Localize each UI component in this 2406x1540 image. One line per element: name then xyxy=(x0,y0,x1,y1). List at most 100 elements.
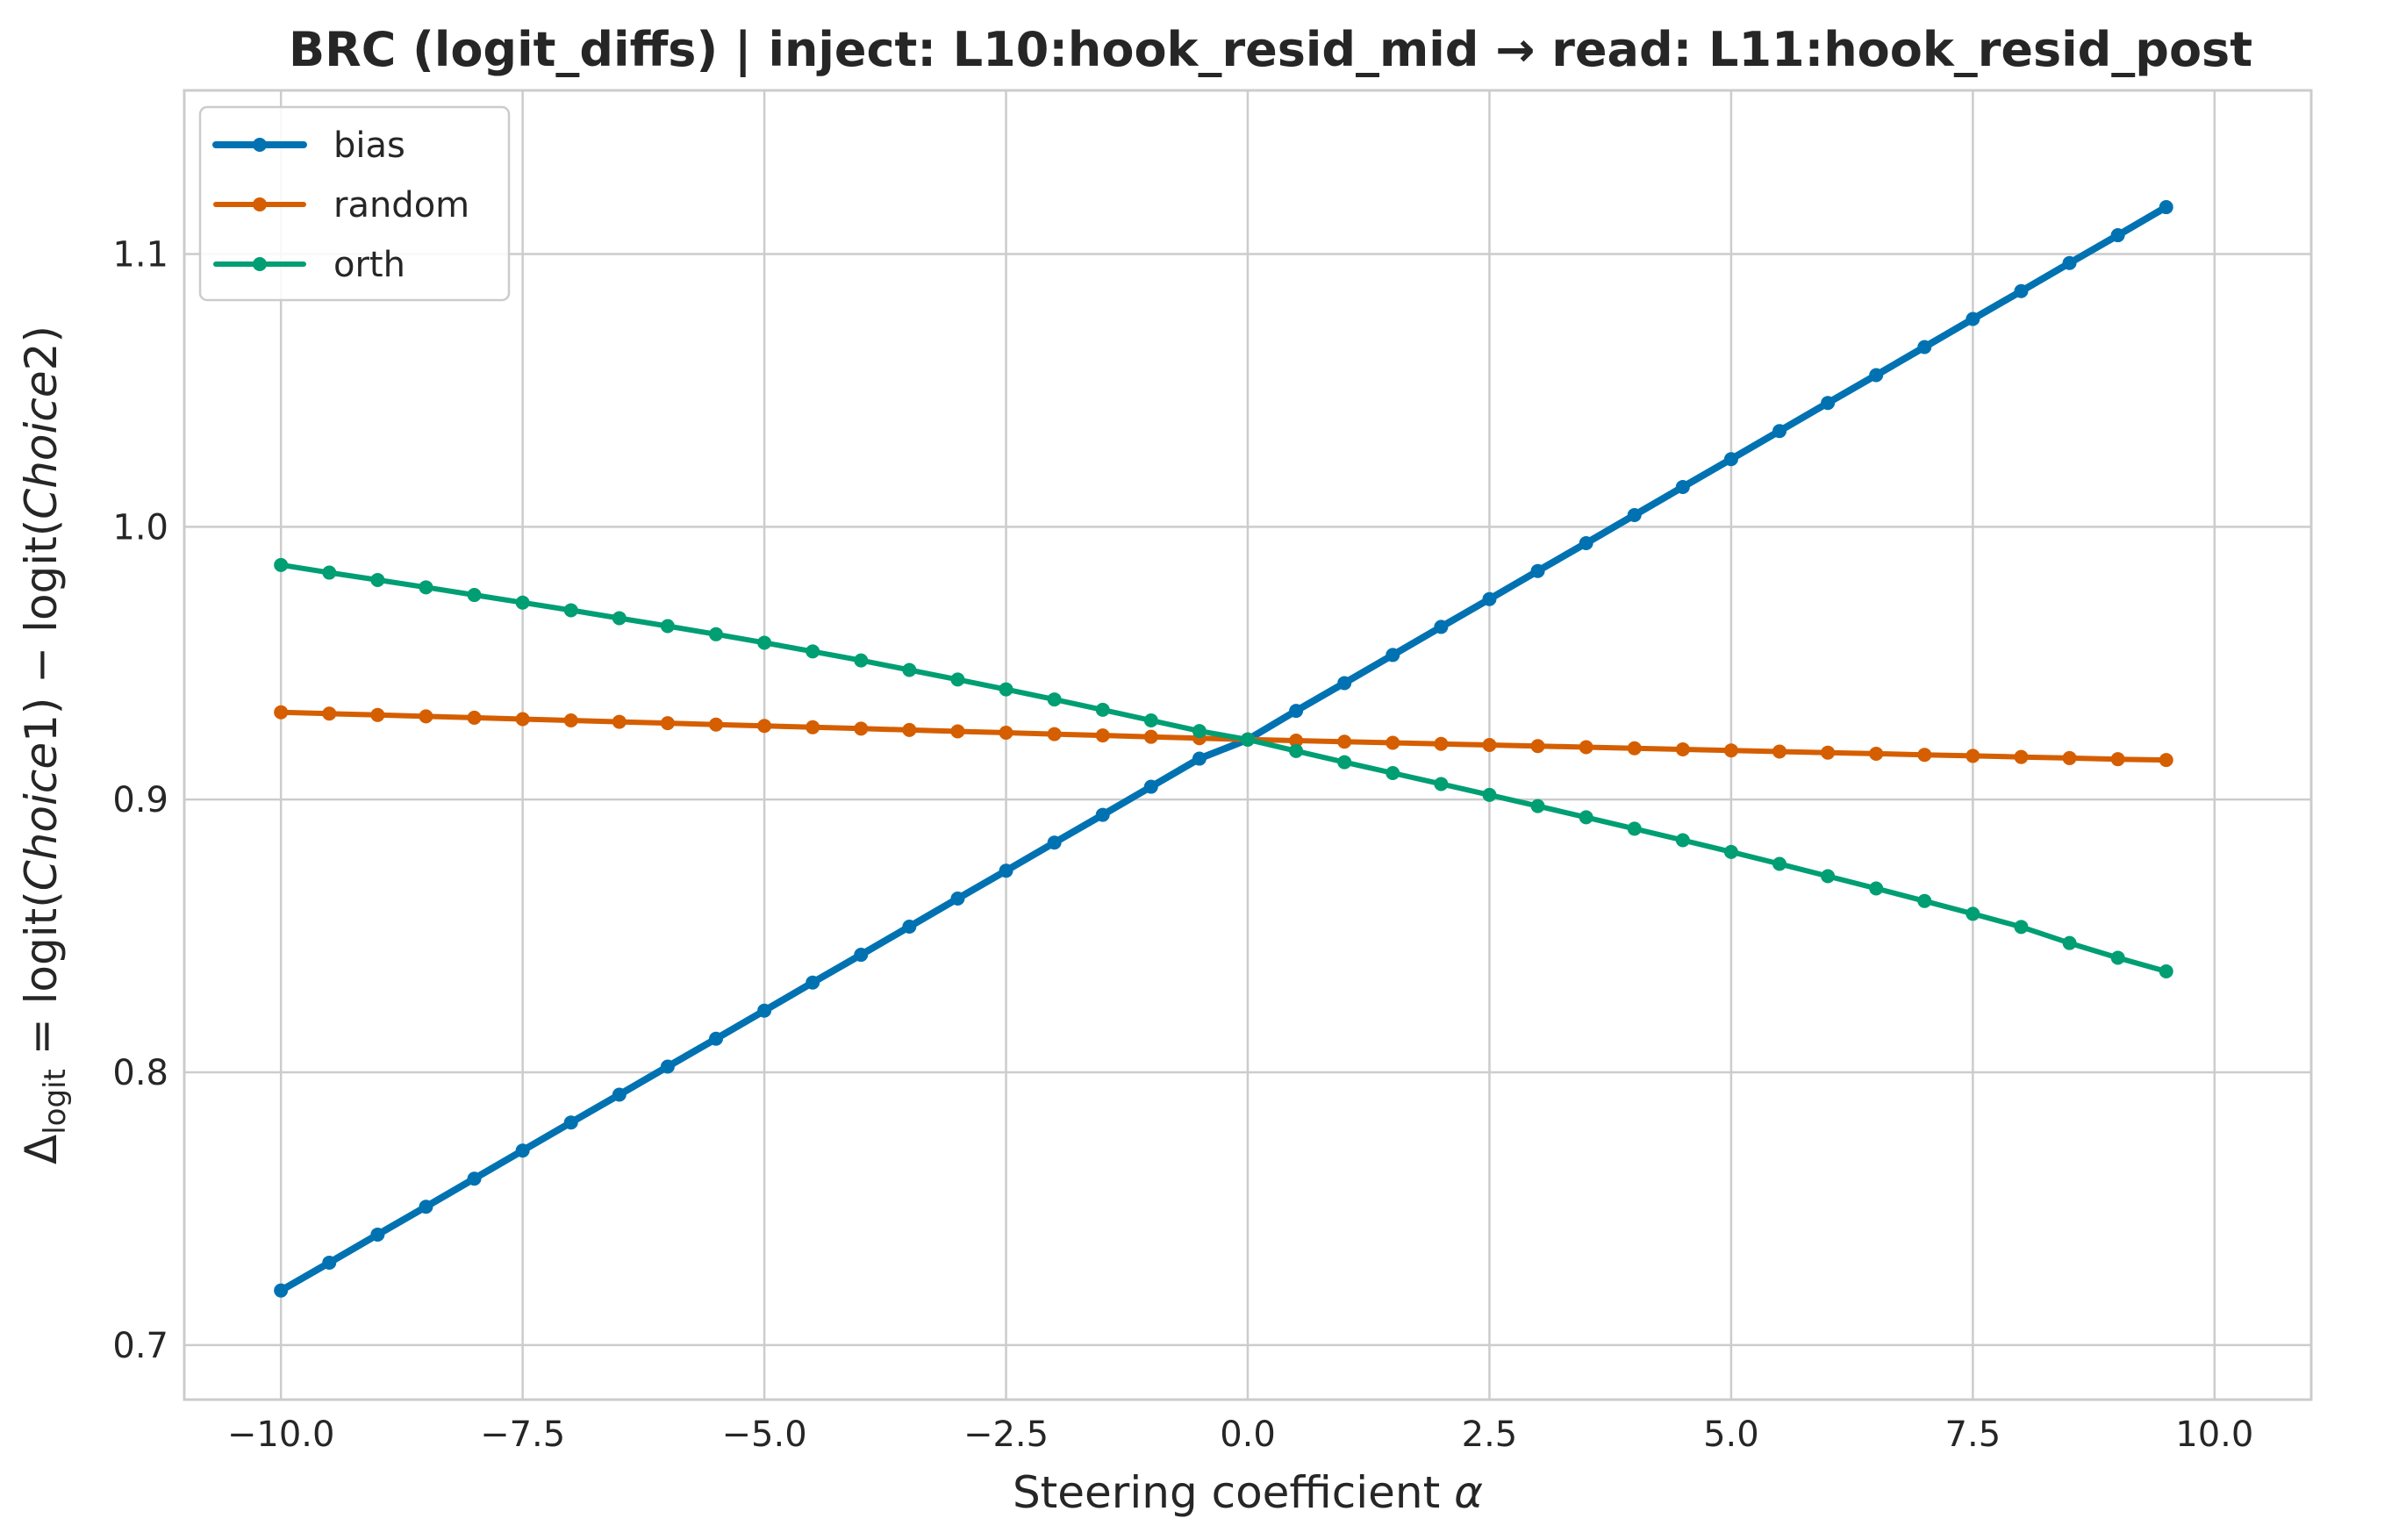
data-point-random xyxy=(1917,748,1932,763)
data-point-random xyxy=(1095,728,1110,743)
legend-marker-random xyxy=(253,197,267,211)
data-point-orth xyxy=(2014,920,2029,935)
data-point-random xyxy=(1821,745,1836,760)
data-point-orth xyxy=(1143,713,1158,728)
y-axis-label-eq: = logit( xyxy=(16,891,67,1069)
data-point-orth xyxy=(709,627,723,641)
x-tick-label: 5.0 xyxy=(1703,1415,1759,1455)
data-point-bias xyxy=(322,1255,337,1270)
data-point-random xyxy=(274,705,289,720)
data-point-bias xyxy=(1869,368,1884,383)
data-point-orth xyxy=(612,611,627,626)
data-point-random xyxy=(1386,735,1400,750)
data-point-bias xyxy=(854,948,869,963)
data-point-orth xyxy=(1917,893,1932,908)
data-point-bias xyxy=(1434,620,1449,634)
y-tick-label: 0.8 xyxy=(112,1053,168,1093)
y-axis-label-choice2: Choice xyxy=(16,370,67,519)
y-tick-label: 0.9 xyxy=(112,780,168,820)
data-point-random xyxy=(1723,743,1738,758)
data-point-random xyxy=(1530,739,1545,754)
legend-entries: bias random orth xyxy=(212,125,469,285)
data-point-random xyxy=(322,706,337,721)
data-point-bias xyxy=(1386,648,1400,663)
data-point-orth xyxy=(950,672,965,687)
data-point-orth xyxy=(757,635,772,650)
x-tick-label: −7.5 xyxy=(480,1415,565,1455)
series-lines xyxy=(274,200,2173,1298)
series-random xyxy=(274,705,2173,768)
data-point-orth xyxy=(1627,821,1642,836)
x-tick-label: 7.5 xyxy=(1945,1415,2001,1455)
data-point-orth xyxy=(1675,833,1690,848)
data-point-random xyxy=(2014,749,2029,764)
data-point-orth xyxy=(999,682,1013,697)
data-point-bias xyxy=(1772,424,1787,439)
data-point-orth xyxy=(1869,881,1884,896)
y-tick-label: 1.1 xyxy=(112,235,168,276)
data-point-bias xyxy=(1095,807,1110,822)
data-point-bias xyxy=(274,1283,289,1298)
data-point-bias xyxy=(612,1087,627,1102)
series-orth xyxy=(274,557,2173,978)
data-point-random xyxy=(1337,734,1352,749)
data-point-orth xyxy=(2062,935,2077,950)
data-point-orth xyxy=(1337,755,1352,770)
series-line-random xyxy=(278,709,2169,763)
data-point-random xyxy=(1047,727,1062,741)
data-point-random xyxy=(370,707,385,722)
legend-entry-random: random xyxy=(213,185,469,226)
legend-entry-orth: orth xyxy=(213,245,405,285)
data-point-random xyxy=(1143,729,1158,744)
data-point-bias xyxy=(757,1003,772,1018)
data-point-random xyxy=(1627,741,1642,756)
legend-label-orth: orth xyxy=(333,245,405,285)
y-axis-ticks: 0.7 0.8 0.9 1.0 1.1 xyxy=(112,235,168,1366)
legend: bias random orth xyxy=(198,105,511,302)
x-tick-label: 0.0 xyxy=(1220,1415,1276,1455)
data-point-orth xyxy=(660,619,675,634)
data-point-orth xyxy=(563,603,578,618)
data-point-bias xyxy=(2110,228,2125,243)
data-point-random xyxy=(709,717,723,732)
y-axis-label-sub: logit xyxy=(38,1069,73,1135)
data-point-bias xyxy=(1821,396,1836,411)
data-point-random xyxy=(2062,750,2077,765)
series-line-bias xyxy=(277,204,2170,1294)
data-point-bias xyxy=(1627,507,1642,522)
data-point-bias xyxy=(1917,340,1932,355)
data-point-bias xyxy=(467,1171,482,1186)
data-point-orth xyxy=(1289,743,1304,758)
legend-box xyxy=(198,105,511,302)
data-point-bias xyxy=(709,1031,723,1046)
data-point-bias xyxy=(950,891,965,906)
data-point-bias xyxy=(1337,676,1352,691)
data-point-bias xyxy=(370,1227,385,1242)
data-point-orth xyxy=(274,557,289,572)
data-point-orth xyxy=(467,588,482,603)
y-axis-label-end: 2) xyxy=(16,326,67,370)
series-bias xyxy=(274,200,2173,1298)
x-tick-label: −2.5 xyxy=(963,1415,1049,1455)
y-axis-label-choice1: Choice xyxy=(16,742,67,891)
data-point-orth xyxy=(1966,906,1980,921)
data-point-orth xyxy=(322,565,337,580)
data-point-bias xyxy=(1192,751,1207,766)
data-point-random xyxy=(2110,752,2125,767)
data-point-random xyxy=(950,724,965,739)
data-point-orth xyxy=(806,644,820,659)
data-point-random xyxy=(1869,746,1884,761)
data-point-orth xyxy=(2110,950,2125,965)
data-point-random xyxy=(419,709,433,724)
data-point-random xyxy=(1289,734,1304,749)
x-axis-label-symbol: α xyxy=(1454,1467,1483,1518)
data-point-orth xyxy=(1579,810,1593,825)
data-point-random xyxy=(1482,738,1497,752)
data-point-random xyxy=(467,710,482,725)
data-point-random xyxy=(1434,736,1449,751)
data-point-random xyxy=(757,719,772,734)
x-tick-label: −5.0 xyxy=(722,1415,807,1455)
legend-label-bias: bias xyxy=(333,125,405,166)
x-axis-label: Steering coefficient α xyxy=(1013,1467,1483,1518)
